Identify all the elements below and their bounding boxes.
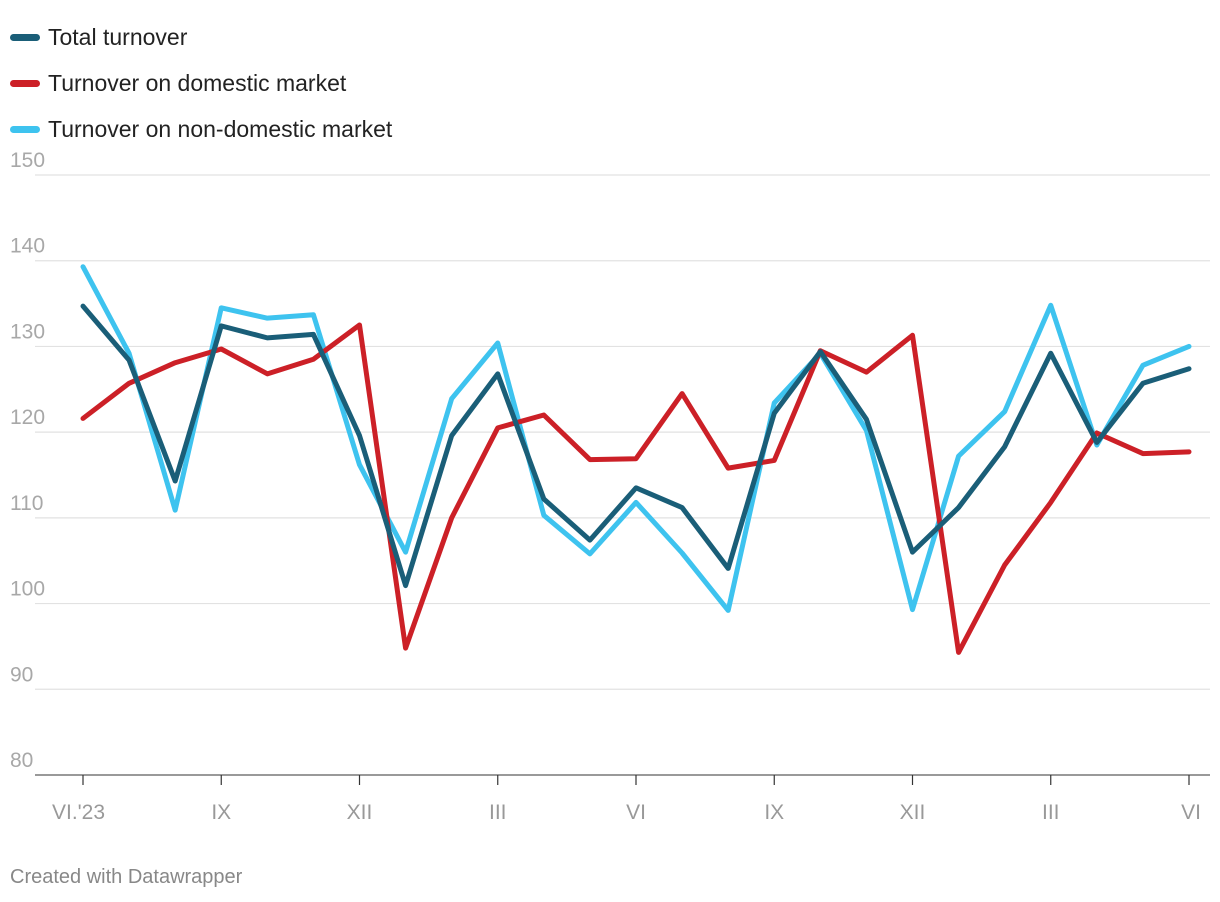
x-tick-label: IX [764, 801, 784, 824]
grid-lines [35, 174, 1210, 776]
x-tick-label: VI.'23 [52, 801, 105, 824]
series-lines [80, 264, 1192, 655]
y-tick-label: 150 [10, 149, 45, 172]
series-line-turnover-on-non-domestic-market [80, 264, 1192, 613]
y-tick-label: 100 [10, 578, 45, 601]
y-tick-label: 110 [10, 492, 43, 515]
x-tick-label: IX [211, 801, 231, 824]
chart-legend: Total turnover Turnover on domestic marke… [10, 14, 392, 152]
legend-swatch [10, 79, 40, 87]
x-tick-label: XII [347, 801, 373, 824]
legend-item: Turnover on non-domestic market [10, 106, 392, 152]
x-axis-ticks [82, 775, 1190, 785]
y-tick-label: 140 [10, 235, 45, 258]
y-tick-label: 120 [10, 406, 45, 429]
legend-swatch [10, 33, 40, 41]
x-tick-label: VI [626, 801, 646, 824]
legend-item: Total turnover [10, 14, 392, 60]
y-tick-label: 90 [10, 663, 33, 686]
x-tick-label: III [489, 801, 507, 824]
footer-credit: Created with Datawrapper [10, 866, 243, 888]
x-axis-labels: VI.'23 IX XII III VI IX XII III VI [52, 801, 1201, 824]
y-axis-labels: 80 90 100 110 120 130 140 150 [10, 149, 45, 772]
legend-label: Total turnover [48, 23, 188, 50]
legend-swatch [10, 125, 40, 133]
y-tick-label: 80 [10, 749, 33, 772]
series-line-turnover-on-domestic-market [80, 322, 1192, 655]
series-line-total-turnover [80, 303, 1192, 589]
y-tick-label: 130 [10, 320, 45, 343]
legend-label: Turnover on domestic market [48, 69, 347, 96]
x-tick-label: VI [1181, 801, 1201, 824]
legend-item: Turnover on domestic market [10, 60, 392, 106]
x-tick-label: III [1042, 801, 1060, 824]
legend-label: Turnover on non-domestic market [48, 115, 393, 142]
x-tick-label: XII [900, 801, 926, 824]
